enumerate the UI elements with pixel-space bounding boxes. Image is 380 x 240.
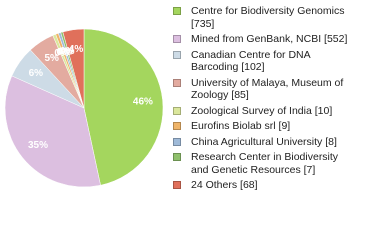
legend-label: Mined from GenBank, NCBI [552] <box>191 33 348 45</box>
legend-item: Eurofins Biolab srl [9] <box>173 120 373 133</box>
pie-slice <box>4 75 101 188</box>
legend-swatch <box>173 122 181 130</box>
legend-item: Mined from GenBank, NCBI [552] <box>173 33 373 46</box>
legend-item: 24 Others [68] <box>173 179 373 192</box>
slice-label: 0% <box>60 46 75 57</box>
legend-item: Centre for Biodiversity Genomics [735] <box>173 5 373 30</box>
legend-label: Research Center in Biodiversity and Gene… <box>191 151 339 176</box>
legend-item: Zoological Survey of India [10] <box>173 105 373 118</box>
pie-slice <box>83 28 164 186</box>
legend-label: Zoological Survey of India [10] <box>191 104 333 117</box>
legend-swatch <box>173 35 181 43</box>
legend-label: China Agricultural University [8] <box>191 135 337 148</box>
legend-item: Canadian Centre for DNA Barcoding [102] <box>173 49 373 74</box>
slice-label: 5% <box>44 53 59 64</box>
legend-item: Research Center in Biodiversity and Gene… <box>173 151 373 176</box>
legend-swatch <box>173 153 181 161</box>
slice-label: 35% <box>28 140 48 151</box>
legend-swatch <box>173 106 181 115</box>
legend-label: Canadian Centre for DNA Barcoding [102] <box>191 48 311 74</box>
legend-swatch <box>173 50 181 59</box>
slice-label: 0% <box>58 46 73 57</box>
slice-label: 0% <box>54 48 69 59</box>
legend-swatch <box>173 7 181 15</box>
legend-item: University of Malaya, Museum of Zoology … <box>173 77 373 102</box>
slice-label: 6% <box>29 68 44 79</box>
legend-swatch <box>173 78 181 87</box>
slice-label: 46% <box>133 96 153 107</box>
legend-label: 24 Others [68] <box>191 179 258 191</box>
pie-slice <box>62 28 85 109</box>
legend-swatch <box>173 137 181 146</box>
slice-label: 4% <box>69 44 84 55</box>
legend-label: Eurofins Biolab srl [9] <box>191 120 291 132</box>
slice-label: 0% <box>57 47 72 58</box>
legend-label: University of Malaya, Museum of Zoology … <box>191 76 344 102</box>
legend-label: Centre for Biodiversity Genomics [735] <box>191 5 345 30</box>
pie: 46%35%6%5%0%0%0%0%4% <box>4 28 164 188</box>
legend: Centre for Biodiversity Genomics [735] Mi… <box>173 5 373 192</box>
legend-item: China Agricultural University [8] <box>173 136 373 149</box>
legend-swatch <box>173 181 181 189</box>
